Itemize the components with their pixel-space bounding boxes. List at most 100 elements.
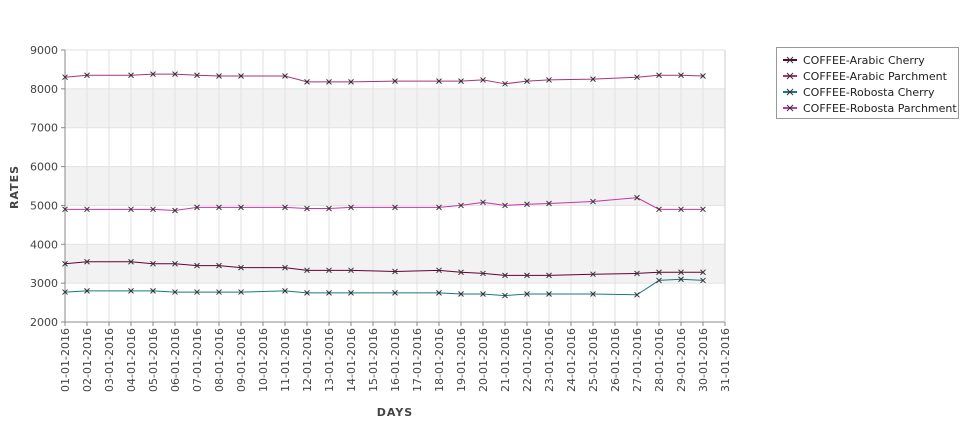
data-point [656, 72, 662, 79]
data-point [128, 206, 134, 213]
data-point [392, 268, 398, 275]
data-point [326, 79, 332, 85]
x-tick-label: 23-01-2016 [543, 328, 556, 392]
x-tick-label: 30-01-2016 [697, 328, 710, 392]
data-point [150, 260, 156, 267]
x-tick-label: 01-01-2016 [59, 328, 72, 392]
data-point [546, 272, 552, 279]
legend-item: COFFEE-Arabic Parchment [783, 68, 958, 84]
legend-item: COFFEE-Robosta Cherry [783, 84, 958, 100]
data-point [590, 291, 596, 297]
data-point [62, 206, 68, 213]
legend-swatch [783, 88, 797, 96]
data-point [348, 79, 354, 85]
data-point [62, 74, 68, 81]
x-tick-labels: 01-01-2016 02-01-2016 03-01-2016 04-01-2016… [59, 322, 732, 392]
legend-swatch [783, 56, 797, 64]
data-point [326, 205, 332, 212]
data-point [194, 72, 200, 79]
data-point [128, 258, 134, 265]
x-tick-label: 15-01-2016 [367, 328, 380, 392]
data-point [150, 206, 156, 213]
data-point [348, 290, 354, 296]
data-point [326, 267, 332, 274]
data-point [392, 78, 398, 84]
data-point [502, 292, 508, 299]
x-tick-label: 14-01-2016 [345, 328, 358, 392]
x-tick-label: 13-01-2016 [323, 328, 336, 392]
data-point [172, 289, 178, 295]
y-tick-label: 9000 [30, 44, 58, 57]
series-markers [62, 71, 706, 299]
data-point [216, 262, 222, 269]
y-tick-label: 4000 [30, 238, 58, 251]
data-point [480, 199, 486, 206]
data-point [502, 80, 508, 87]
data-point [436, 290, 442, 296]
x-tick-label: 07-01-2016 [191, 328, 204, 392]
data-point [656, 277, 662, 284]
data-point [392, 204, 398, 211]
legend-label: COFFEE-Arabic Parchment [803, 69, 947, 83]
data-point [590, 76, 596, 82]
data-point [700, 73, 706, 79]
x-tick-label: 19-01-2016 [455, 328, 468, 392]
legend-label: COFFEE-Robosta Cherry [803, 85, 935, 99]
legend-label: COFFEE-Arabic Cherry [803, 53, 925, 67]
data-point [546, 77, 552, 83]
data-point [348, 267, 354, 274]
x-tick-label: 24-01-2016 [565, 328, 578, 392]
data-point [84, 72, 90, 79]
data-point [436, 78, 442, 84]
y-tick-label: 5000 [30, 199, 58, 212]
data-point [436, 267, 442, 274]
series-line [64, 73, 704, 85]
data-point [634, 194, 640, 201]
data-point [634, 74, 640, 81]
data-point [128, 72, 134, 79]
legend-label: COFFEE-Robosta Parchment [803, 101, 957, 115]
data-point [304, 267, 310, 274]
data-point [524, 78, 530, 84]
data-point [502, 272, 508, 279]
data-point [480, 291, 486, 297]
data-point [678, 276, 684, 283]
data-point [150, 288, 156, 294]
data-point [216, 204, 222, 211]
x-tick-label: 06-01-2016 [169, 328, 182, 392]
data-point [172, 207, 178, 214]
x-tick-label: 04-01-2016 [125, 328, 138, 392]
data-point [304, 205, 310, 212]
data-point [282, 264, 288, 271]
x-tick-label: 22-01-2016 [521, 328, 534, 392]
data-point [238, 204, 244, 211]
x-tick-label: 16-01-2016 [389, 328, 402, 392]
data-point [524, 272, 530, 279]
data-point [194, 262, 200, 269]
data-point [84, 288, 90, 294]
x-tick-label: 28-01-2016 [653, 328, 666, 392]
y-tick-label: 2000 [30, 316, 58, 329]
gridlines [64, 49, 726, 323]
series-line [64, 261, 703, 276]
data-point [458, 202, 464, 209]
data-point [128, 288, 134, 294]
data-point [326, 290, 332, 296]
data-point [590, 271, 596, 278]
legend-item: COFFEE-Arabic Cherry [783, 52, 958, 68]
x-tick-label: 31-01-2016 [719, 328, 732, 392]
legend-item: COFFEE-Robosta Parchment [783, 100, 958, 116]
legend: COFFEE-Arabic Cherry COFFEE-Arabic Parchm… [776, 47, 959, 119]
data-point [172, 260, 178, 267]
data-point [348, 204, 354, 211]
series-line [65, 197, 703, 211]
data-point [546, 291, 552, 297]
data-point [700, 269, 706, 276]
data-point [84, 206, 90, 213]
data-point [458, 78, 464, 84]
data-point [238, 264, 244, 271]
y-tick-label: 8000 [30, 83, 58, 96]
x-tick-label: 26-01-2016 [609, 328, 622, 392]
data-point [238, 289, 244, 295]
